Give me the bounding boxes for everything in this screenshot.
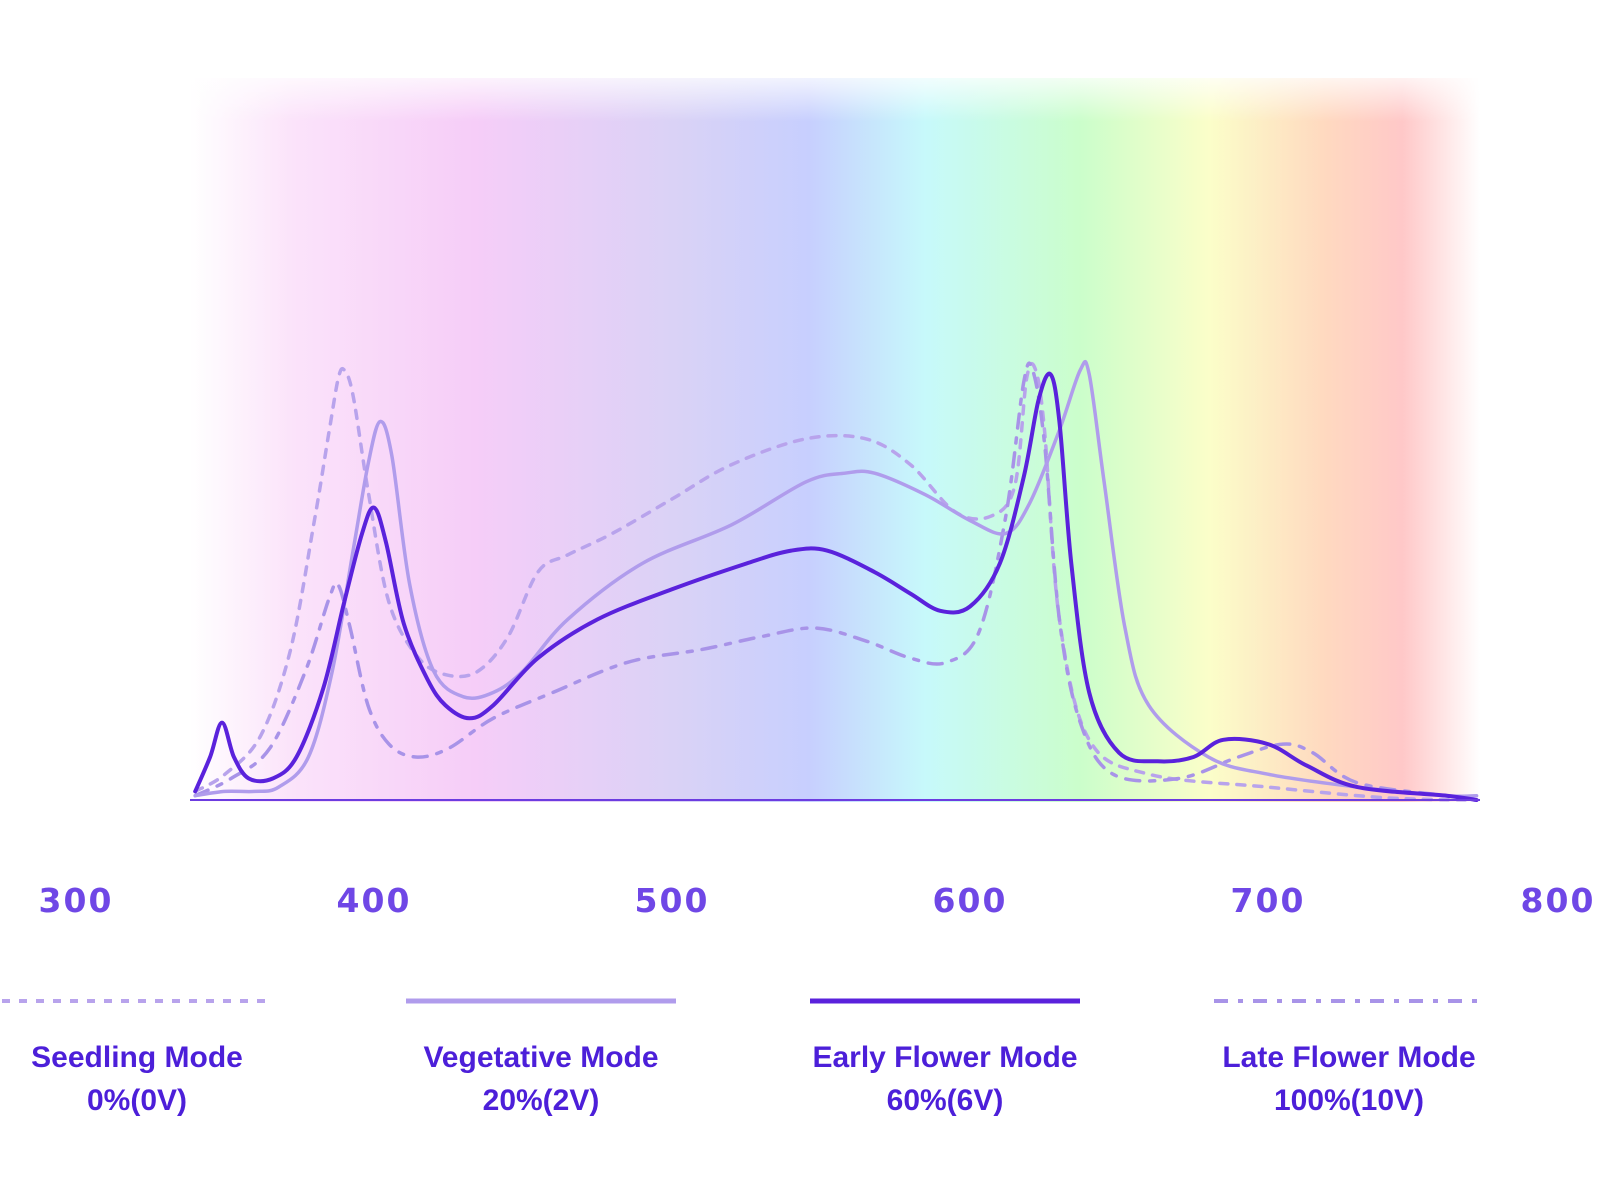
legend-label-early-flower-level: 60%(6V): [887, 1084, 1004, 1117]
series-line-vegetative-mode: [193, 359, 1479, 799]
x-tick-label: 300: [39, 881, 114, 920]
legend-label-seedling-level: 0%(0V): [87, 1084, 187, 1117]
x-tick-label: 500: [635, 881, 710, 920]
x-tick-label: 700: [1231, 881, 1306, 920]
x-tick-label: 800: [1521, 881, 1596, 920]
series-layer: [193, 359, 1479, 802]
legend: Seedling Mode 0%(0V) Vegetative Mode 20%…: [2, 998, 1484, 1117]
x-axis-ticks: 300 400 500 600 700 800: [39, 881, 1596, 920]
legend-label-seedling-name: Seedling Mode: [31, 1041, 243, 1074]
x-tick-label: 400: [337, 881, 412, 920]
legend-label-early-flower-name: Early Flower Mode: [812, 1041, 1077, 1074]
series-line-late-flower-mode: [193, 361, 1479, 802]
x-tick-label: 600: [933, 881, 1008, 920]
series-line-early-flower-mode: [193, 371, 1479, 802]
legend-label-late-flower-level: 100%(10V): [1274, 1084, 1424, 1117]
legend-label-vegetative-name: Vegetative Mode: [423, 1041, 658, 1074]
legend-label-vegetative-level: 20%(2V): [483, 1084, 600, 1117]
legend-label-late-flower-name: Late Flower Mode: [1222, 1041, 1475, 1074]
spectrum-top-fade: [190, 78, 1480, 802]
